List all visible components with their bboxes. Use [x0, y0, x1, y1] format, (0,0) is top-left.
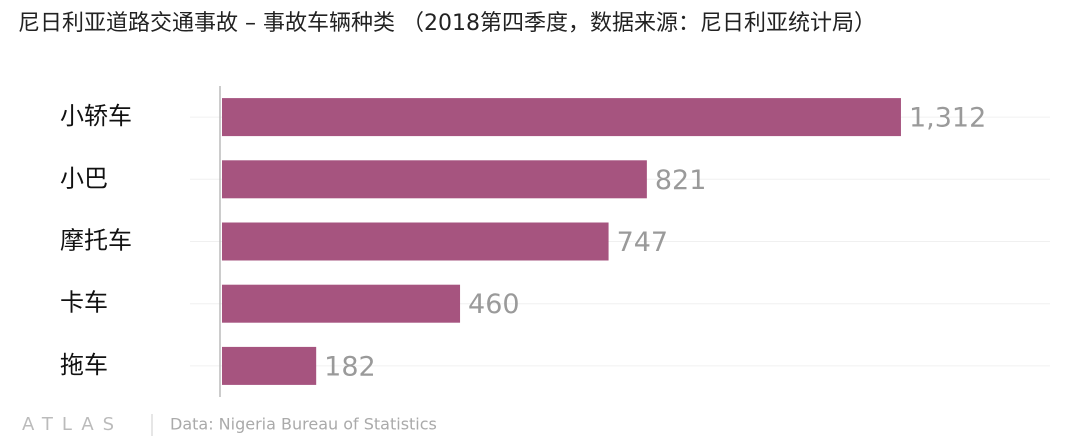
value-label: 182 [324, 351, 376, 382]
category-label: 小巴 [60, 164, 108, 192]
bar [222, 98, 901, 137]
value-label: 460 [468, 289, 520, 320]
bar [222, 160, 647, 199]
value-label: 821 [655, 165, 707, 196]
chart-title: 尼日利亚道路交通事故 – 事故车辆种类 （2018第四季度，数据来源：尼日利亚统… [18, 11, 876, 36]
value-label: 747 [617, 227, 669, 258]
category-label: 摩托车 [60, 227, 132, 255]
logo: ATLAS [22, 414, 123, 435]
source: Data: Nigeria Bureau of Statistics [170, 415, 437, 434]
category-label: 小轿车 [60, 102, 132, 130]
category-label: 卡车 [60, 289, 108, 317]
bar [222, 222, 609, 261]
bar [222, 346, 317, 385]
value-label: 1,312 [909, 103, 986, 134]
bar [222, 284, 461, 323]
category-label: 拖车 [60, 351, 108, 379]
